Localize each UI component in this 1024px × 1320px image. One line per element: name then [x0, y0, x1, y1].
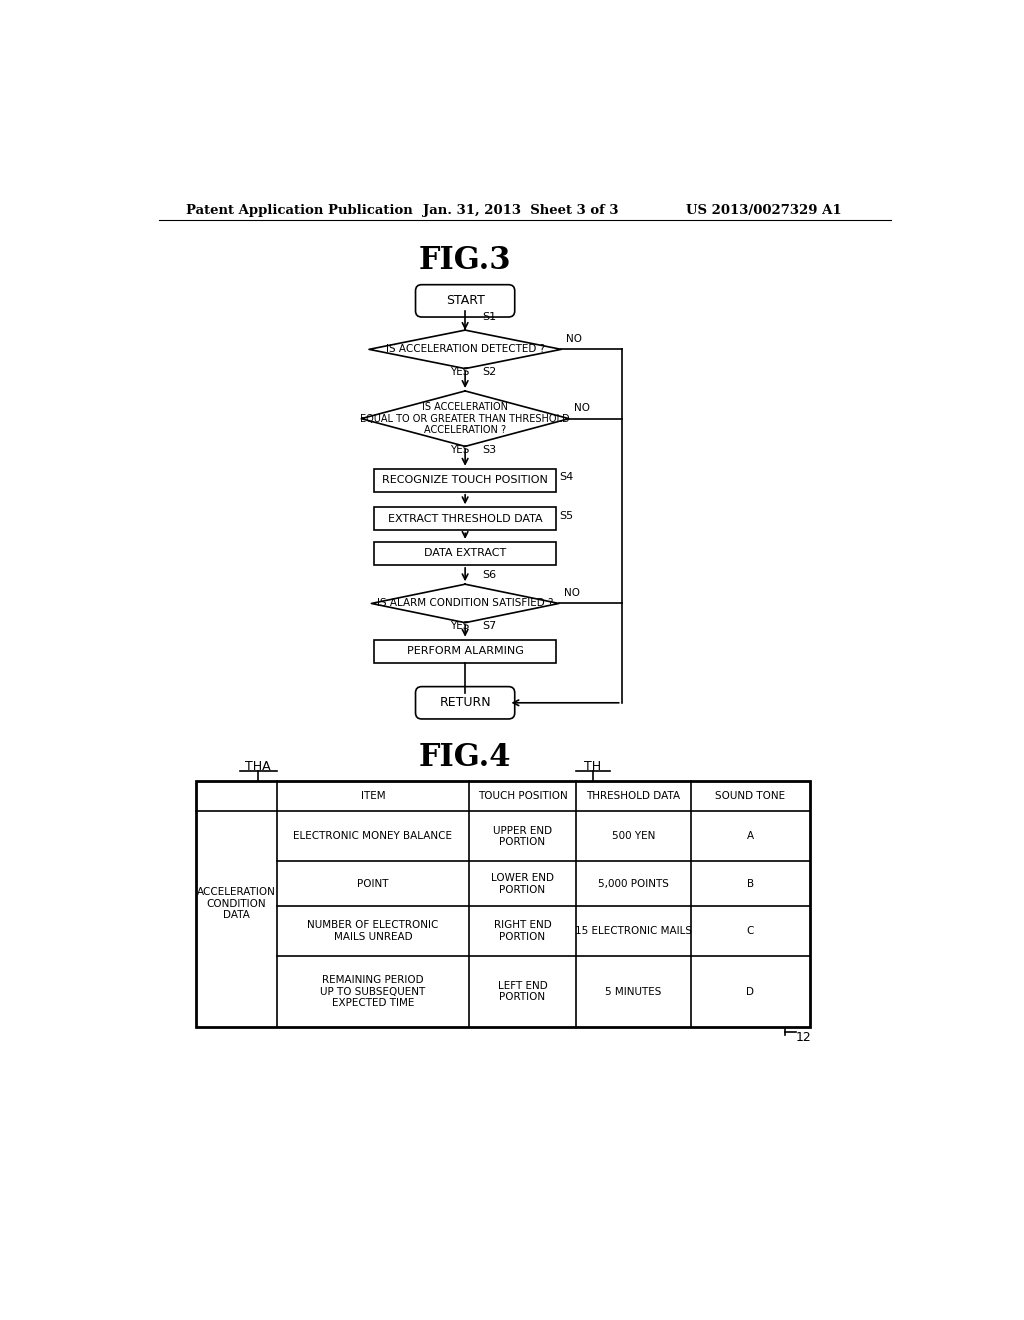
Text: Patent Application Publication: Patent Application Publication — [186, 205, 413, 218]
Text: 12: 12 — [796, 1031, 812, 1044]
Text: REMAINING PERIOD
UP TO SUBSEQUENT
EXPECTED TIME: REMAINING PERIOD UP TO SUBSEQUENT EXPECT… — [321, 975, 426, 1008]
Bar — [374, 640, 556, 663]
Text: C: C — [746, 927, 754, 936]
Bar — [197, 780, 810, 1027]
Text: YES: YES — [450, 620, 469, 631]
Text: YES: YES — [450, 367, 469, 376]
Polygon shape — [372, 585, 559, 623]
Polygon shape — [369, 330, 561, 368]
Text: RIGHT END
PORTION: RIGHT END PORTION — [494, 920, 551, 942]
Text: ITEM: ITEM — [360, 791, 385, 801]
Bar — [374, 469, 556, 492]
Bar — [374, 541, 556, 565]
Text: SOUND TONE: SOUND TONE — [715, 791, 785, 801]
Text: START: START — [445, 294, 484, 308]
Text: YES: YES — [450, 445, 469, 454]
Text: NO: NO — [566, 334, 582, 343]
Text: UPPER END
PORTION: UPPER END PORTION — [493, 825, 552, 847]
Text: RETURN: RETURN — [439, 696, 490, 709]
Text: Jan. 31, 2013  Sheet 3 of 3: Jan. 31, 2013 Sheet 3 of 3 — [423, 205, 618, 218]
Text: 5,000 POINTS: 5,000 POINTS — [598, 879, 669, 888]
Text: TH: TH — [585, 760, 601, 774]
Text: S6: S6 — [482, 570, 497, 579]
Text: DATA EXTRACT: DATA EXTRACT — [424, 548, 506, 558]
Text: S5: S5 — [559, 511, 573, 521]
Text: IS ALARM CONDITION SATISFIED ?: IS ALARM CONDITION SATISFIED ? — [377, 598, 553, 609]
Text: ACCELERATION
CONDITION
DATA: ACCELERATION CONDITION DATA — [197, 887, 275, 920]
Text: NUMBER OF ELECTRONIC
MAILS UNREAD: NUMBER OF ELECTRONIC MAILS UNREAD — [307, 920, 438, 942]
Text: POINT: POINT — [357, 879, 389, 888]
Text: THA: THA — [246, 760, 271, 774]
Text: S1: S1 — [482, 312, 497, 322]
Text: NO: NO — [573, 403, 590, 413]
Text: 500 YEN: 500 YEN — [611, 832, 655, 841]
Text: D: D — [746, 986, 755, 997]
Text: EXTRACT THRESHOLD DATA: EXTRACT THRESHOLD DATA — [388, 513, 543, 524]
Text: US 2013/0027329 A1: US 2013/0027329 A1 — [686, 205, 842, 218]
Text: THRESHOLD DATA: THRESHOLD DATA — [586, 791, 680, 801]
Text: S4: S4 — [559, 473, 573, 482]
Text: S3: S3 — [482, 445, 497, 454]
Polygon shape — [361, 391, 569, 446]
Text: B: B — [746, 879, 754, 888]
Text: 5 MINUTES: 5 MINUTES — [605, 986, 662, 997]
Text: NO: NO — [563, 587, 580, 598]
Text: S2: S2 — [482, 367, 497, 376]
FancyBboxPatch shape — [416, 285, 515, 317]
Text: LOWER END
PORTION: LOWER END PORTION — [490, 873, 554, 895]
Text: S7: S7 — [482, 620, 497, 631]
Text: A: A — [746, 832, 754, 841]
FancyBboxPatch shape — [416, 686, 515, 719]
Text: PERFORM ALARMING: PERFORM ALARMING — [407, 647, 523, 656]
Text: FIG.4: FIG.4 — [419, 742, 511, 774]
Text: IS ACCELERATION DETECTED ?: IS ACCELERATION DETECTED ? — [386, 345, 545, 354]
Text: 15 ELECTRONIC MAILS: 15 ELECTRONIC MAILS — [574, 927, 692, 936]
Text: TOUCH POSITION: TOUCH POSITION — [477, 791, 567, 801]
Text: FIG.3: FIG.3 — [419, 244, 511, 276]
Text: LEFT END
PORTION: LEFT END PORTION — [498, 981, 548, 1002]
Text: ELECTRONIC MONEY BALANCE: ELECTRONIC MONEY BALANCE — [294, 832, 453, 841]
Text: IS ACCELERATION
EQUAL TO OR GREATER THAN THRESHOLD
ACCELERATION ?: IS ACCELERATION EQUAL TO OR GREATER THAN… — [360, 403, 570, 436]
Text: RECOGNIZE TOUCH POSITION: RECOGNIZE TOUCH POSITION — [382, 475, 548, 486]
Bar — [374, 507, 556, 531]
